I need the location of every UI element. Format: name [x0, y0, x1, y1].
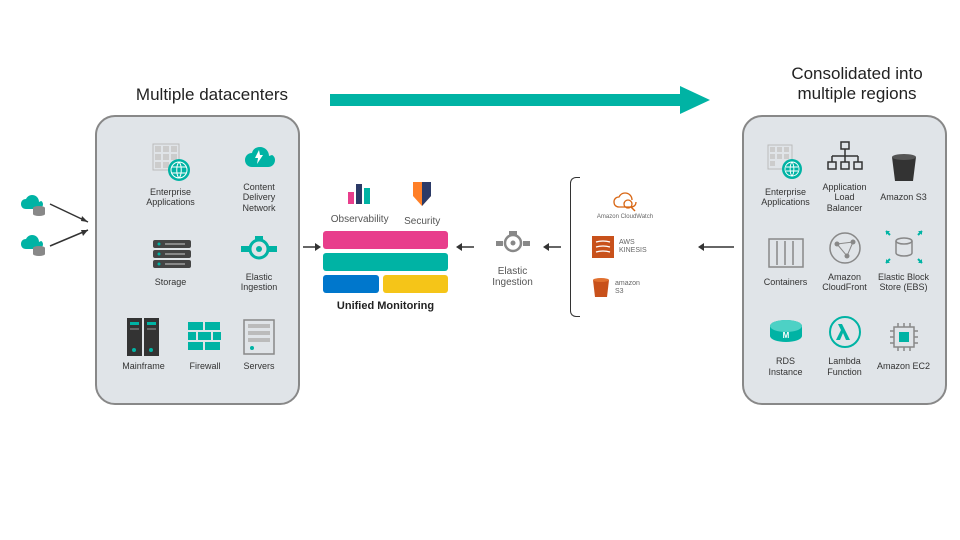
lambda-icon	[825, 312, 865, 352]
cell-ebs: Elastic Block Store (EBS)	[876, 220, 931, 301]
cdn-icon	[239, 138, 279, 178]
svg-text:M: M	[782, 331, 789, 340]
observability-icon	[345, 180, 375, 206]
cell-ent-apps: Enterprise Applications	[111, 135, 230, 216]
cell-cdn: Content Delivery Network	[234, 135, 284, 216]
arrow-sm-1	[301, 241, 321, 253]
storage-icon	[151, 233, 191, 273]
ebs-icon	[884, 228, 924, 268]
cloud-db-2	[15, 232, 49, 265]
cloud-arrow-2	[48, 226, 98, 252]
arrow-sm-4	[698, 241, 736, 253]
right-panel: Enterprise Applications Application Load…	[742, 115, 947, 405]
cell-rds: M RDS Instance	[758, 304, 813, 385]
cell-lambda: Lambda Function	[817, 304, 872, 385]
cell-storage: Storage	[111, 220, 230, 301]
aws-s3: amazon S3	[590, 276, 660, 300]
right-title: Consolidated into multiple regions	[782, 64, 932, 104]
firewall-icon	[185, 317, 225, 357]
cell-alb: Application Load Balancer	[817, 135, 872, 216]
s3-icon	[884, 148, 924, 188]
enterprise-apps-icon	[151, 143, 191, 183]
aws-kinesis: AWS KINESIS	[590, 234, 660, 260]
cell-ent-apps-r: Enterprise Applications	[758, 135, 813, 216]
cloudfront-icon	[825, 228, 865, 268]
cell-s3: Amazon S3	[876, 135, 931, 216]
cell-servers: Servers	[234, 304, 284, 385]
cloud-db-1	[15, 192, 49, 225]
cell-ec2: Amazon EC2	[876, 304, 931, 385]
left-title: Multiple datacenters	[122, 85, 302, 105]
cell-elastic-left: Elastic Ingestion	[234, 220, 284, 301]
mainframe-icon	[124, 317, 164, 357]
elastic-icon	[239, 228, 279, 268]
elastic-mid: Elastic Ingestion	[485, 228, 540, 288]
cell-mainframe: Mainframe	[111, 304, 176, 385]
cell-cloudfront: Amazon CloudFront	[817, 220, 872, 301]
servers-icon	[239, 317, 279, 357]
arrow-sm-2	[456, 241, 476, 253]
cell-firewall: Firewall	[180, 304, 230, 385]
elastic-icon	[494, 228, 532, 258]
arrow-sm-3	[543, 241, 563, 253]
aws-bracket	[570, 177, 580, 317]
enterprise-apps-icon	[766, 143, 806, 183]
ec2-icon	[884, 317, 924, 357]
alb-icon	[825, 138, 865, 178]
cell-containers: Containers	[758, 220, 813, 301]
security-icon	[409, 180, 435, 208]
rds-icon: M	[766, 312, 806, 352]
big-arrow	[330, 86, 710, 114]
center-unified: Observability Security Unified Monitorin…	[323, 180, 448, 312]
left-panel: Enterprise Applications Content Delivery…	[95, 115, 300, 405]
aws-cloudwatch: Amazon CloudWatch	[590, 190, 660, 220]
containers-icon	[766, 233, 806, 273]
